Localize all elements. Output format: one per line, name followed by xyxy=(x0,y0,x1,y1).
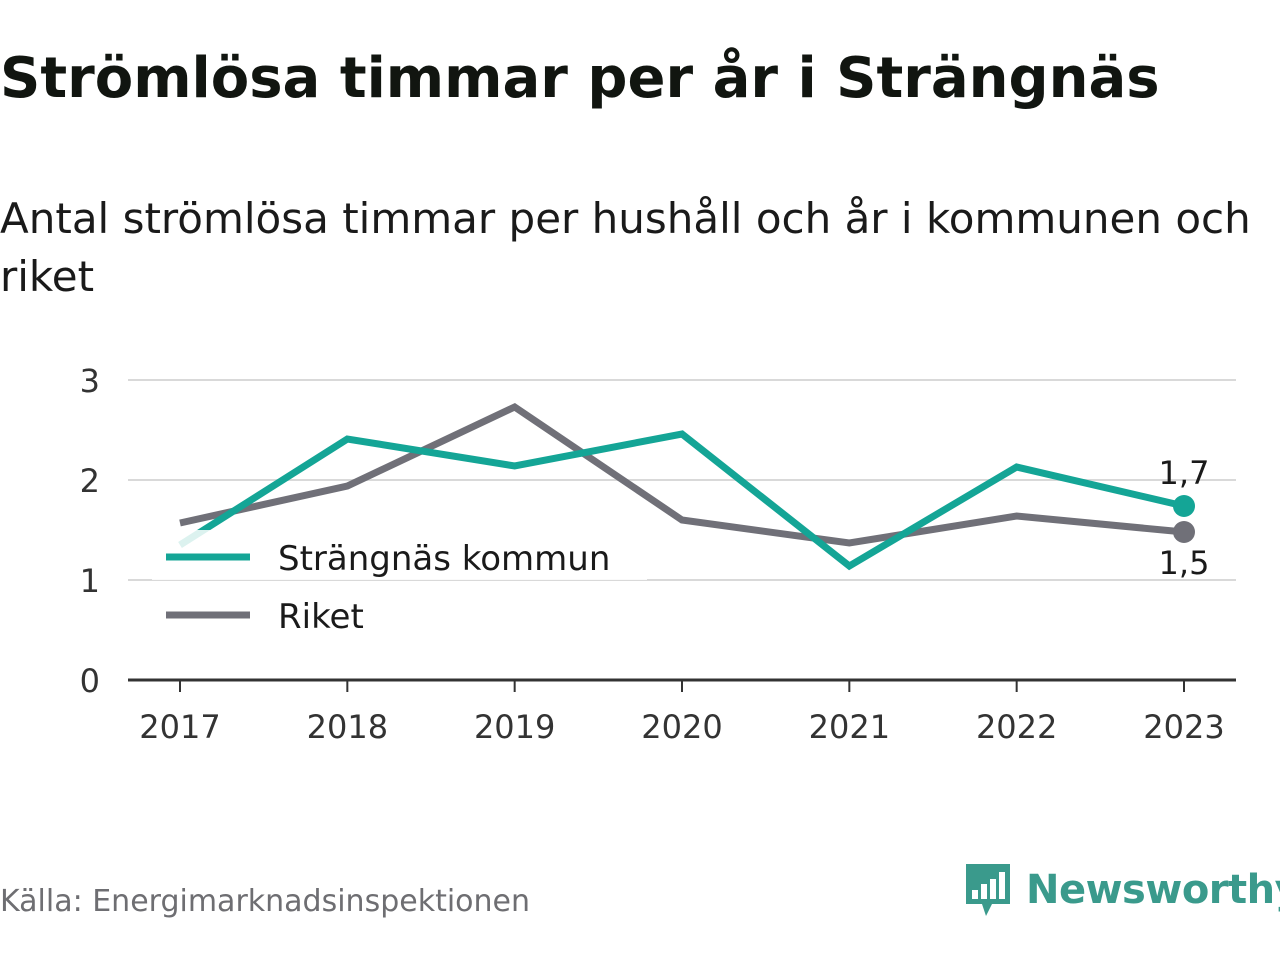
y-tick-label: 0 xyxy=(80,662,100,700)
end-label-strangnas-kommun: 1,7 xyxy=(1159,454,1210,492)
brand-name: Newsworthy xyxy=(1026,867,1280,913)
x-tick-label: 2021 xyxy=(809,708,890,746)
x-tick-label: 2017 xyxy=(139,708,220,746)
y-tick-label: 2 xyxy=(80,462,100,500)
x-tick-label: 2022 xyxy=(976,708,1057,746)
chart-title: Strömlösa timmar per år i Strängnäs xyxy=(0,46,1160,111)
chart-subtitle: Antal strömlösa timmar per hushåll och å… xyxy=(0,194,1251,301)
end-point-riket xyxy=(1173,521,1195,543)
series-line-riket xyxy=(179,402,1185,547)
y-tick-label: 1 xyxy=(80,562,100,600)
bar-chart-speech-bubble-icon xyxy=(966,864,1010,916)
end-label-riket: 1,5 xyxy=(1159,544,1210,582)
brand-logo: Newsworthy xyxy=(962,860,1280,920)
legend-label-strangnas-kommun: Strängnäs kommun xyxy=(278,539,610,579)
legend-label-riket: Riket xyxy=(278,597,364,637)
end-point-strangnas-kommun xyxy=(1173,495,1195,517)
x-tick-label: 2023 xyxy=(1143,708,1224,746)
x-tick-label: 2018 xyxy=(307,708,388,746)
series-line-strangnas-kommun xyxy=(178,430,1185,571)
x-tick-label: 2019 xyxy=(474,708,555,746)
x-tick-label: 2020 xyxy=(641,708,722,746)
y-tick-label: 3 xyxy=(80,362,100,400)
source-note: Källa: Energimarknadsinspektionen xyxy=(0,884,531,919)
